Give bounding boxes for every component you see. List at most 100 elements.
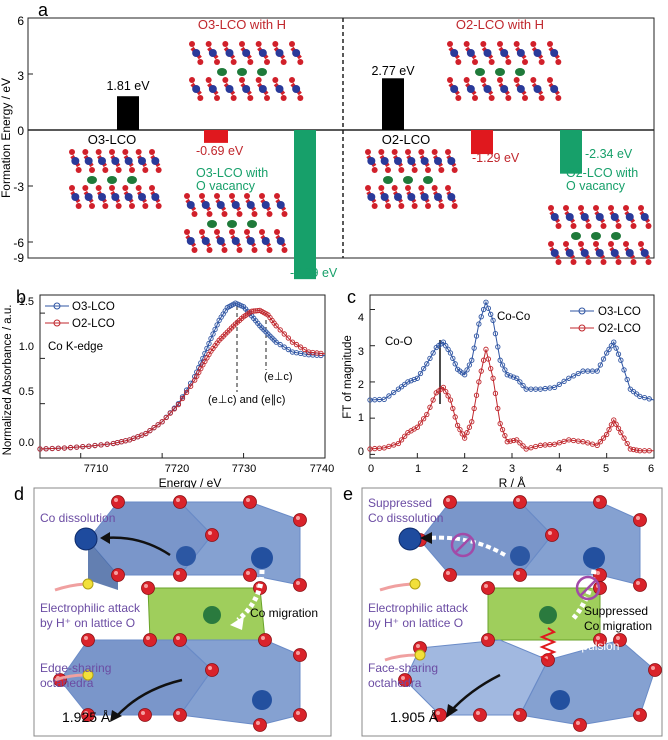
c-point-o2 <box>471 405 477 412</box>
d-li-atom <box>203 606 221 624</box>
co-atom <box>565 249 574 257</box>
c-peak-coo: Co-O <box>385 336 413 348</box>
o-atom <box>75 167 82 173</box>
c-xlabel: R / Å <box>499 475 526 490</box>
e-co-atom-2 <box>583 547 605 569</box>
co-atom <box>192 49 201 57</box>
e-distance: 1.905 Å <box>390 709 439 725</box>
co-atom <box>258 49 267 57</box>
e-oxygen-highlight <box>636 516 640 520</box>
o-atom <box>438 167 445 173</box>
o-atom <box>266 211 273 217</box>
co-atom <box>261 201 270 209</box>
co-atom <box>71 193 80 201</box>
c-point-o3 <box>615 351 622 357</box>
d-oxygen-highlight <box>246 498 250 502</box>
c-point-o3 <box>575 370 581 377</box>
b-point-o2 <box>318 350 324 357</box>
co-atom <box>640 213 649 221</box>
b-point-o2 <box>187 383 194 389</box>
co-atom <box>466 85 475 93</box>
co-atom <box>595 249 604 257</box>
o-atom <box>623 241 629 247</box>
o-atom <box>538 95 545 101</box>
o-atom <box>608 241 614 247</box>
e-oxygen-atom <box>513 568 527 582</box>
co-atom <box>420 157 429 165</box>
label-o3-vac-1: O3-LCO with <box>196 166 268 180</box>
c-point-o3 <box>405 379 411 385</box>
c-point-o2 <box>420 416 427 422</box>
b-point-o2 <box>67 444 74 451</box>
o-atom <box>129 203 135 209</box>
panel-a-structures <box>69 41 652 265</box>
li-atom <box>207 220 217 228</box>
o-atom <box>530 41 537 47</box>
b-xtick-7720: 7720 <box>165 463 189 475</box>
e-face-arrowhead <box>446 704 458 718</box>
d-oxygen-highlight <box>296 711 300 715</box>
label-o3-lco: O3-LCO <box>88 132 136 147</box>
b-ytick-1-0: 1.0 <box>19 341 34 353</box>
e-dissolution-arrowhead <box>420 532 432 544</box>
o-atom <box>570 259 577 265</box>
c-xtick-2: 2 <box>462 463 468 475</box>
c-point-o3 <box>641 394 648 401</box>
c-point-o2 <box>495 405 501 412</box>
b-point-o2 <box>143 430 149 437</box>
o-atom <box>244 193 250 199</box>
d-edge-arrowhead <box>110 710 122 722</box>
c-point-o3 <box>561 378 567 384</box>
co-atom <box>151 157 160 165</box>
b-point-o2 <box>289 339 296 345</box>
c-point-o2 <box>594 442 600 448</box>
e-oxygen-highlight <box>596 636 600 640</box>
co-atom <box>71 157 80 165</box>
b-annot-perp: (e⊥c) <box>264 371 293 383</box>
c-point-o3 <box>381 396 387 402</box>
co-atom <box>231 237 240 245</box>
d-oxygen-highlight <box>146 636 150 640</box>
co-atom <box>242 85 251 93</box>
b-point-o2 <box>281 331 287 337</box>
o-atom <box>438 203 445 209</box>
o-atom <box>425 167 431 173</box>
c-point-o2 <box>514 437 520 443</box>
o-atom <box>405 149 411 155</box>
o-atom <box>272 77 279 83</box>
o-atom <box>95 185 102 191</box>
b-ytick-1-5: 1.5 <box>19 296 34 308</box>
c-point-o2 <box>430 397 436 403</box>
d-h-trail-2 <box>54 673 86 682</box>
c-point-o3 <box>497 357 503 363</box>
c-point-o2 <box>454 422 461 429</box>
label-o2-lco: O2-LCO <box>382 132 430 147</box>
co-atom <box>450 85 459 93</box>
co-atom <box>610 249 619 257</box>
o-atom <box>205 77 212 83</box>
c-point-o3 <box>594 368 600 374</box>
c-point-o3 <box>462 372 468 378</box>
o-atom <box>585 223 592 229</box>
b-ylabel: Normalized Absorbance / a.u. <box>2 305 14 456</box>
d-attack-1: Electrophilic attack <box>40 601 141 615</box>
c-ytick-1: 1 <box>358 412 364 424</box>
c-point-o2 <box>395 440 402 447</box>
b-point-o3 <box>281 344 287 350</box>
co-atom <box>216 201 225 209</box>
c-point-o3 <box>517 379 523 385</box>
o-atom <box>463 41 470 47</box>
o-atom <box>600 259 607 265</box>
e-oxygen-highlight <box>516 498 520 502</box>
b-point-o2 <box>151 425 157 431</box>
d-co-migration: Co migration <box>250 606 318 620</box>
o-atom <box>555 95 562 101</box>
o-atom <box>398 167 405 173</box>
panel-a-y-ticks: 6 3 0 -3 -6 -9 <box>13 14 33 265</box>
d-oxygen-highlight <box>208 666 212 670</box>
c-point-o3 <box>551 384 558 391</box>
o-atom <box>378 185 385 191</box>
c-point-o3 <box>488 311 494 317</box>
e-oxygen-atom <box>473 708 487 722</box>
